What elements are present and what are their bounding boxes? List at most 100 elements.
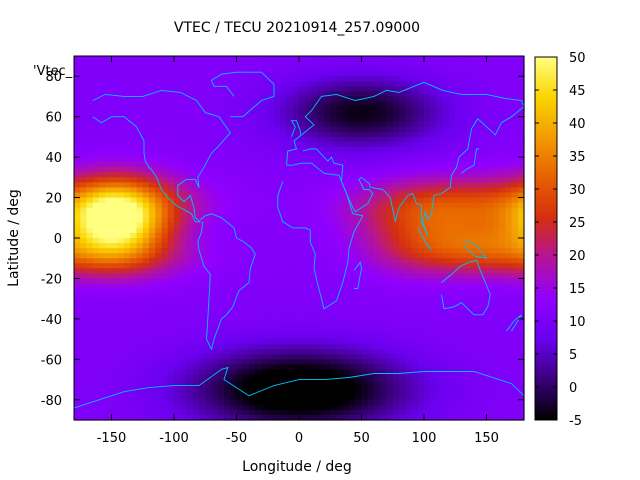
- heatmap-cell: [449, 177, 456, 183]
- heatmap-cell: [249, 152, 256, 158]
- heatmap-cell: [499, 334, 506, 340]
- heatmap-cell: [117, 141, 125, 148]
- heatmap-cell: [180, 354, 188, 360]
- heatmap-cell: [342, 222, 350, 229]
- heatmap-cell: [161, 197, 169, 204]
- heatmap-cell: [205, 66, 213, 72]
- heatmap-cell: [449, 379, 456, 386]
- heatmap-cell: [467, 131, 475, 138]
- heatmap-cell: [186, 334, 194, 340]
- heatmap-cell: [430, 364, 438, 371]
- heatmap-cell: [399, 389, 406, 396]
- heatmap-cell: [236, 71, 244, 77]
- heatmap-cell: [411, 96, 419, 103]
- heatmap-cell: [111, 207, 119, 214]
- heatmap-cell: [86, 56, 94, 62]
- heatmap-cell: [355, 364, 363, 371]
- heatmap-cell: [261, 232, 269, 239]
- heatmap-cell: [499, 76, 506, 82]
- heatmap-cell: [492, 359, 500, 365]
- heatmap-cell: [380, 278, 388, 285]
- heatmap-cell: [217, 404, 225, 411]
- heatmap-cell: [424, 116, 431, 123]
- heatmap-cell: [199, 217, 206, 224]
- heatmap-cell: [255, 364, 263, 371]
- heatmap-cell: [92, 308, 100, 315]
- heatmap-cell: [186, 177, 194, 183]
- heatmap-cell: [311, 389, 319, 396]
- heatmap-cell: [311, 152, 319, 158]
- heatmap-cell: [217, 126, 225, 133]
- heatmap-cell: [155, 157, 163, 163]
- heatmap-cell: [367, 349, 375, 355]
- heatmap-cell: [349, 293, 356, 300]
- heatmap-cell: [267, 394, 275, 401]
- heatmap-cell: [367, 263, 375, 269]
- heatmap-cell: [511, 268, 519, 274]
- heatmap-cell: [86, 66, 94, 72]
- heatmap-cell: [280, 157, 288, 163]
- heatmap-cell: [167, 308, 175, 315]
- heatmap-cell: [305, 152, 313, 158]
- heatmap-cell: [292, 81, 300, 87]
- heatmap-cell: [124, 359, 131, 365]
- heatmap-cell: [211, 61, 219, 67]
- heatmap-cell: [236, 61, 244, 67]
- heatmap-cell: [155, 273, 163, 280]
- heatmap-cell: [511, 248, 519, 254]
- heatmap-cell: [511, 258, 519, 264]
- heatmap-cell: [136, 157, 144, 163]
- heatmap-cell: [224, 126, 231, 133]
- heatmap-cell: [311, 364, 319, 371]
- heatmap-cell: [486, 394, 494, 401]
- heatmap-cell: [305, 91, 313, 98]
- heatmap-cell: [355, 238, 363, 244]
- heatmap-cell: [499, 263, 506, 269]
- heatmap-cell: [130, 106, 138, 113]
- heatmap-cell: [111, 66, 119, 72]
- heatmap-cell: [292, 182, 300, 189]
- heatmap-cell: [349, 187, 356, 194]
- heatmap-cell: [430, 116, 438, 123]
- heatmap-cell: [505, 212, 513, 219]
- heatmap-cell: [330, 278, 338, 285]
- heatmap-cell: [311, 394, 319, 401]
- heatmap-cell: [99, 364, 106, 371]
- heatmap-cell: [336, 374, 344, 381]
- heatmap-cell: [74, 329, 81, 335]
- heatmap-cell: [299, 394, 306, 401]
- heatmap-cell: [242, 101, 250, 108]
- heatmap-cell: [111, 157, 119, 163]
- heatmap-cell: [230, 318, 238, 325]
- heatmap-cell: [149, 404, 156, 411]
- heatmap-cell: [249, 394, 256, 401]
- heatmap-cell: [336, 399, 344, 406]
- heatmap-cell: [174, 323, 181, 330]
- heatmap-cell: [249, 157, 256, 163]
- heatmap-cell: [374, 323, 381, 330]
- heatmap-cell: [374, 364, 381, 371]
- heatmap-cell: [105, 66, 113, 72]
- heatmap-cell: [430, 162, 438, 168]
- heatmap-cell: [374, 268, 381, 274]
- heatmap-cell: [224, 217, 231, 224]
- heatmap-cell: [467, 106, 475, 113]
- heatmap-cell: [249, 71, 256, 77]
- heatmap-cell: [517, 238, 525, 244]
- heatmap-cell: [267, 232, 275, 239]
- heatmap-cell: [380, 91, 388, 98]
- heatmap-cell: [417, 111, 425, 118]
- heatmap-cell: [174, 106, 181, 113]
- heatmap-cell: [430, 202, 438, 209]
- heatmap-cell: [480, 162, 488, 168]
- heatmap-cell: [74, 157, 81, 163]
- heatmap-cell: [430, 248, 438, 254]
- heatmap-cell: [174, 136, 181, 143]
- heatmap-cell: [86, 248, 94, 254]
- heatmap-cell: [80, 349, 88, 355]
- heatmap-cell: [261, 157, 269, 163]
- heatmap-cell: [124, 303, 131, 310]
- heatmap-cell: [280, 121, 288, 128]
- heatmap-cell: [155, 96, 163, 103]
- heatmap-cell: [242, 354, 250, 360]
